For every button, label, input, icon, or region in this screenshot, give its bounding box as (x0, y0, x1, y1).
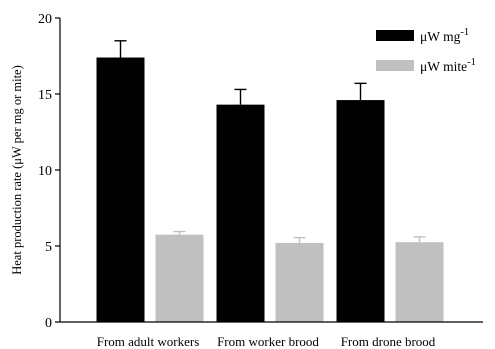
legend-label-superscript: -1 (460, 27, 469, 38)
bar-mg-2 (336, 100, 385, 322)
x-tick-labels: From adult workers From worker brood From … (97, 334, 436, 349)
plot-area (96, 40, 444, 323)
bar-mg-0 (96, 57, 145, 323)
x-tick-label: From worker brood (217, 334, 319, 349)
legend: μW mg-1μW mite-1 (376, 27, 476, 74)
x-tick-label: From adult workers (97, 334, 200, 349)
bar-mite-0 (155, 234, 204, 322)
legend-label-text: μW mg (420, 29, 461, 44)
legend-label-superscript: -1 (467, 57, 476, 68)
legend-label-text: μW mite (420, 59, 467, 74)
y-tick-labels: 0 5 10 15 20 (38, 12, 60, 331)
y-tick-label: 5 (45, 240, 52, 255)
legend-swatch (376, 30, 414, 41)
bar-mg-1 (216, 104, 265, 322)
x-tick-label: From drone brood (341, 334, 436, 349)
y-tick-label: 20 (38, 12, 52, 27)
bar-mite-1 (275, 242, 324, 322)
legend-swatch (376, 60, 414, 71)
legend-label: μW mite-1 (420, 57, 476, 74)
y-tick-label: 10 (38, 164, 52, 179)
bar-mite-2 (395, 242, 444, 322)
legend-label: μW mg-1 (420, 27, 469, 44)
y-axis-label: Heat production rate (μW per mg or mite) (10, 65, 24, 275)
y-tick-label: 15 (38, 88, 52, 103)
y-tick-label: 0 (45, 316, 52, 331)
